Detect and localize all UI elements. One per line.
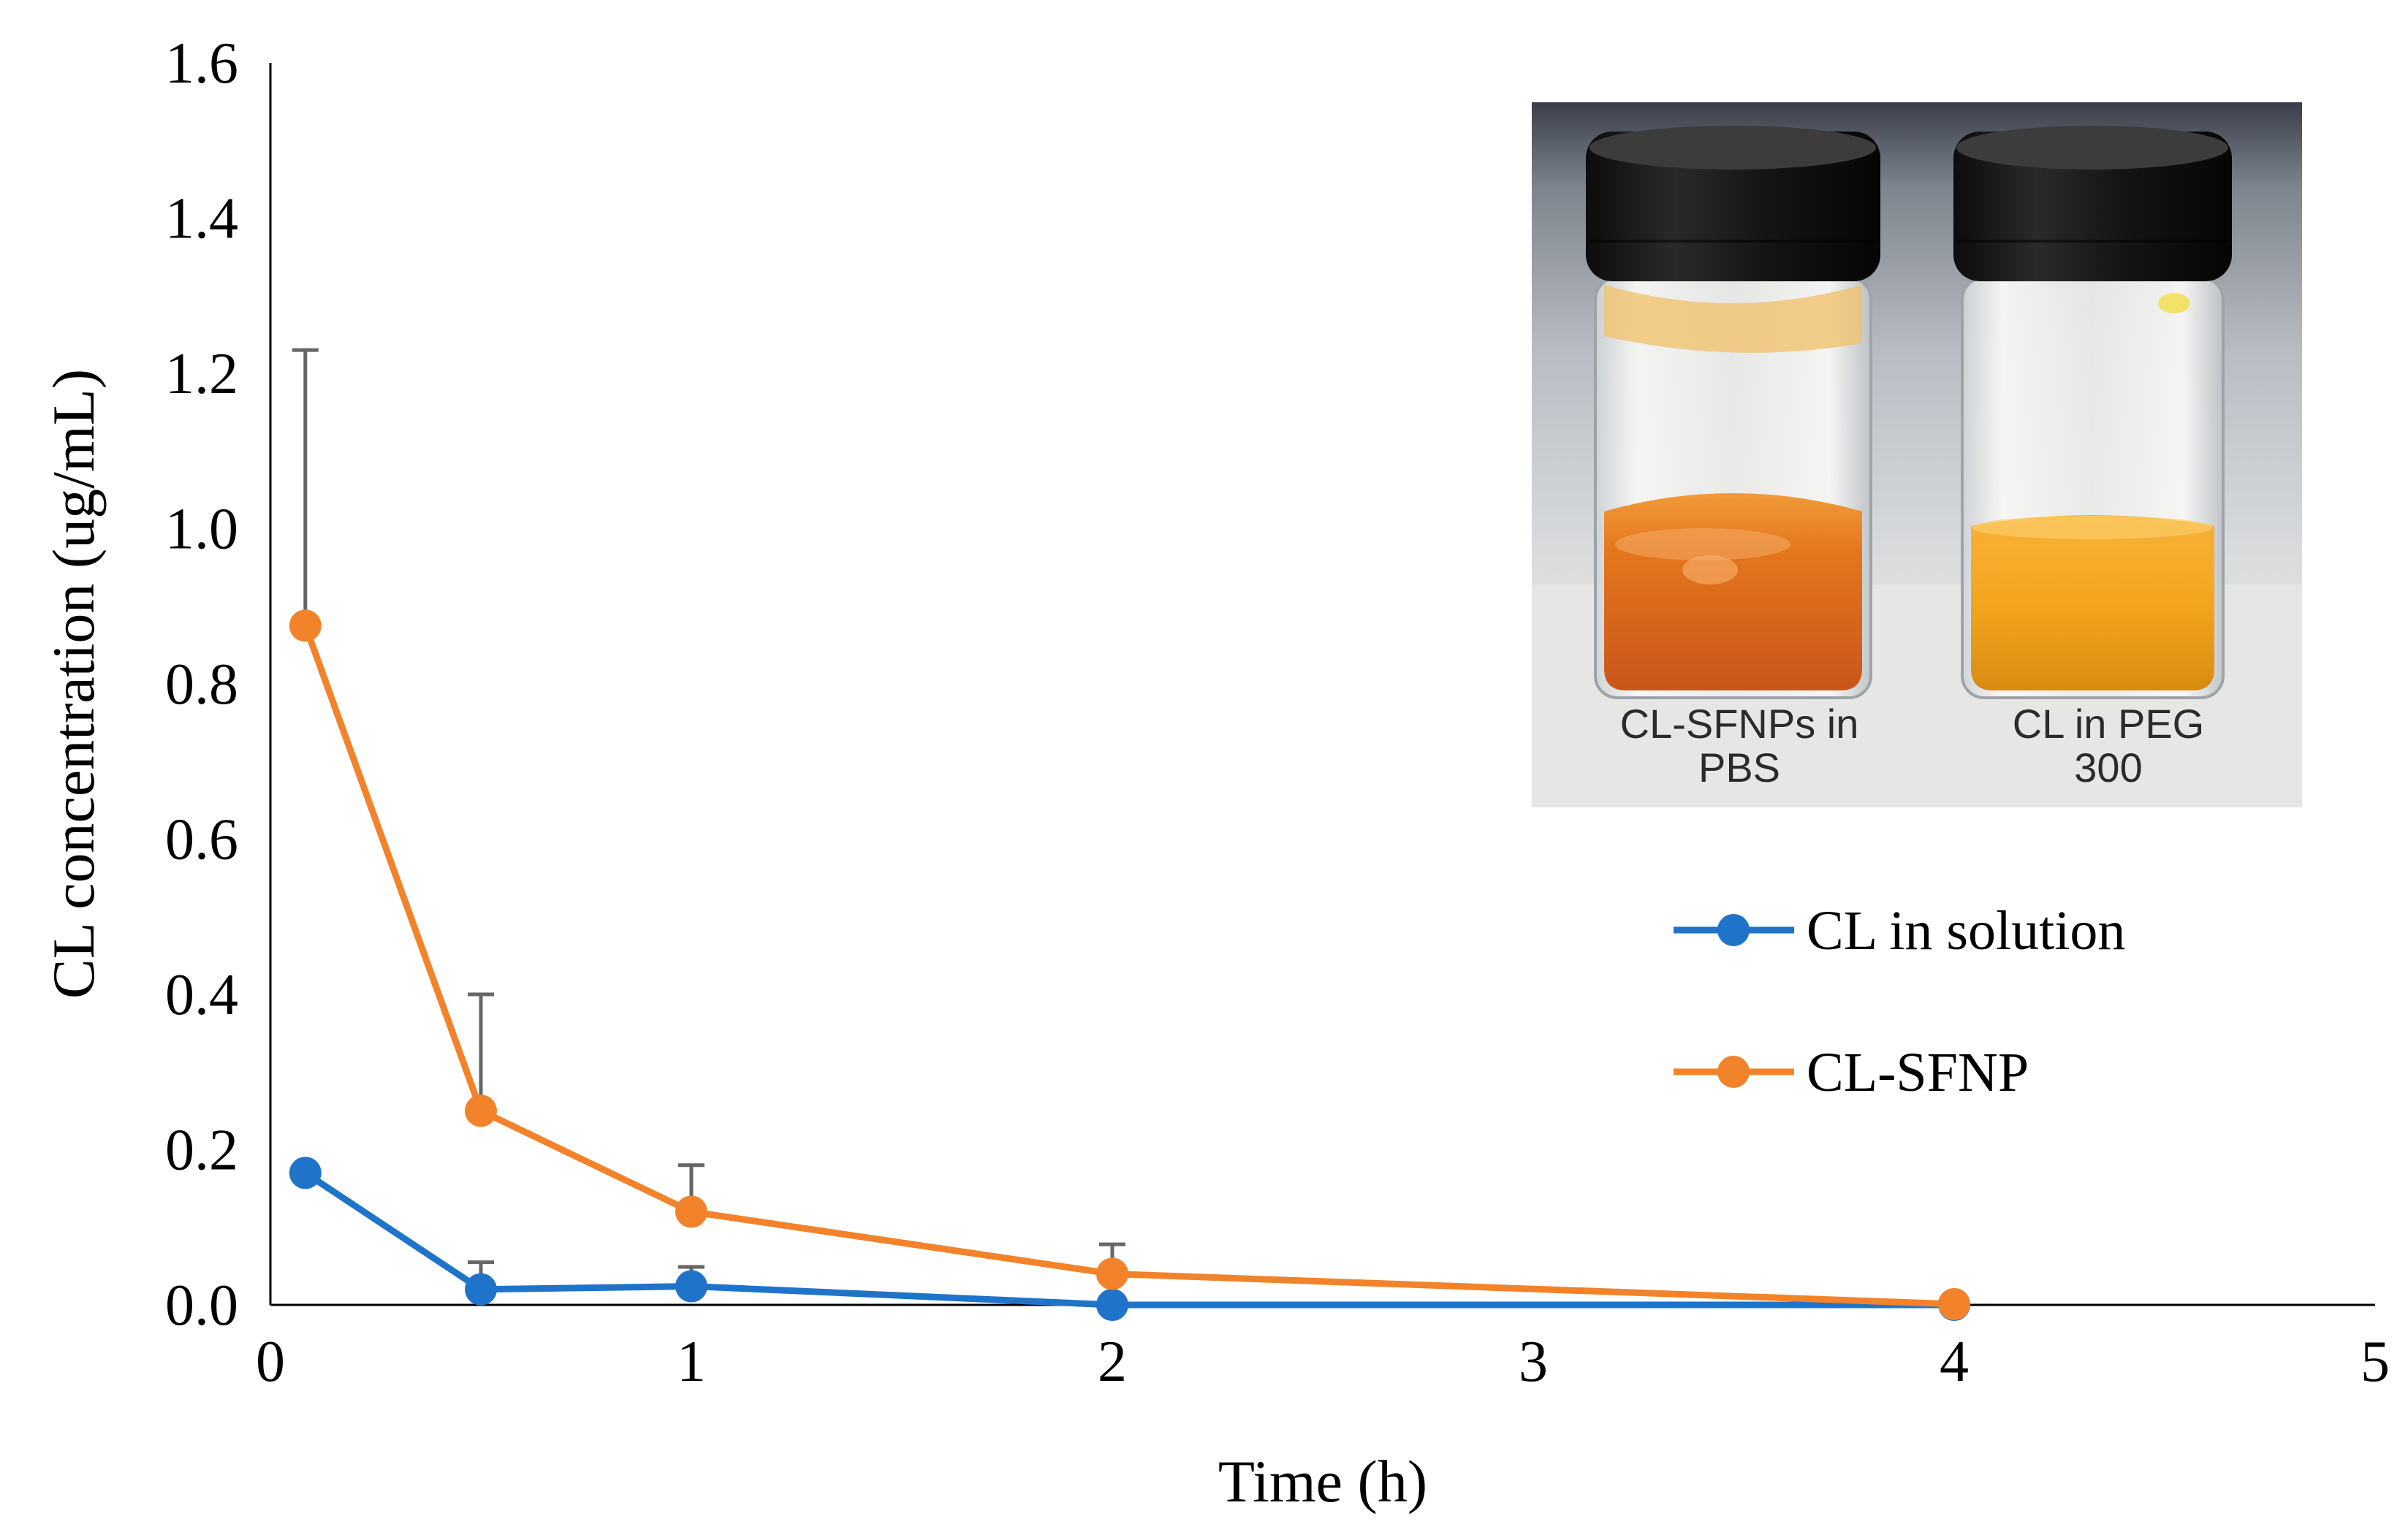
vial-left xyxy=(1586,126,1880,699)
x-tick-label: 4 xyxy=(1940,1330,1969,1394)
y-tick-label: 1.6 xyxy=(165,31,238,96)
legend-label-cl-sfnp: CL-SFNP xyxy=(1807,1042,2029,1103)
legend-marker-cl-sfnp xyxy=(1717,1056,1750,1088)
y-axis-title: CL concentration (ug/mL) xyxy=(40,369,107,999)
legend-label-cl-in-solution: CL in solution xyxy=(1807,900,2125,961)
data-point xyxy=(289,609,322,642)
data-point xyxy=(465,1273,497,1306)
vial-right-cap-top xyxy=(1956,126,2228,170)
data-point xyxy=(675,1270,707,1303)
x-tick-label: 5 xyxy=(2360,1330,2390,1394)
vial-right-cap xyxy=(1953,132,2232,281)
legend-marker-cl-in-solution xyxy=(1717,914,1750,946)
vial-right xyxy=(1953,126,2232,699)
vial-right-liquid xyxy=(1971,515,2214,690)
vial-left-liquid xyxy=(1604,493,1862,690)
legend-item-cl-sfnp: CL-SFNP xyxy=(1674,1042,2029,1103)
series-line xyxy=(302,1169,1958,1309)
y-tick-label: 1.4 xyxy=(165,187,238,251)
x-tick-label: 2 xyxy=(1098,1330,1127,1394)
photo-caption-left-line1: CL-SFNPs in xyxy=(1620,701,1859,747)
y-ticks: 0.0 0.2 0.4 0.6 0.8 1.0 1.2 1.4 1.6 xyxy=(165,31,238,1338)
vial-left-cap xyxy=(1586,132,1880,281)
x-tick-label: 1 xyxy=(677,1330,706,1394)
data-point xyxy=(289,1157,322,1189)
legend: CL in solution CL-SFNP xyxy=(1674,900,2125,1103)
data-point xyxy=(1938,1287,1970,1320)
data-point xyxy=(675,1195,707,1228)
error-bars xyxy=(292,348,1125,1290)
legend-item-cl-in-solution: CL in solution xyxy=(1674,900,2125,961)
vial-left-bubble xyxy=(1682,555,1738,584)
photo-caption-right-line1: CL in PEG xyxy=(2013,701,2204,747)
photo-caption-left-line2: PBS xyxy=(1698,745,1780,791)
series-layer xyxy=(289,609,1970,1321)
vial-right-surface xyxy=(1972,516,2213,539)
data-point xyxy=(1096,1257,1128,1290)
vial-left-cap-top xyxy=(1589,126,1876,170)
y-tick-label: 1.0 xyxy=(165,498,238,562)
y-tick-label: 0.8 xyxy=(165,652,238,717)
x-tick-label: 3 xyxy=(1519,1330,1548,1394)
y-tick-label: 0.6 xyxy=(165,808,238,872)
y-tick-label: 0.0 xyxy=(165,1273,238,1338)
x-ticks: 0 1 2 3 4 5 xyxy=(256,1330,2390,1394)
vial-left-foam xyxy=(1615,528,1790,560)
y-tick-label: 1.2 xyxy=(165,342,238,406)
inset-photo: CL-SFNPs in PBS CL in PEG 300 xyxy=(1532,102,2302,807)
vial-right-glint xyxy=(2158,293,2190,313)
data-point xyxy=(465,1094,497,1127)
x-tick-label: 0 xyxy=(256,1330,285,1394)
y-tick-label: 0.2 xyxy=(165,1119,238,1183)
x-axis-title: Time (h) xyxy=(1218,1448,1427,1515)
vial-left-residue xyxy=(1604,285,1862,353)
data-point xyxy=(1096,1289,1128,1321)
photo-caption-right-line2: 300 xyxy=(2074,745,2142,791)
y-tick-label: 0.4 xyxy=(165,963,238,1027)
